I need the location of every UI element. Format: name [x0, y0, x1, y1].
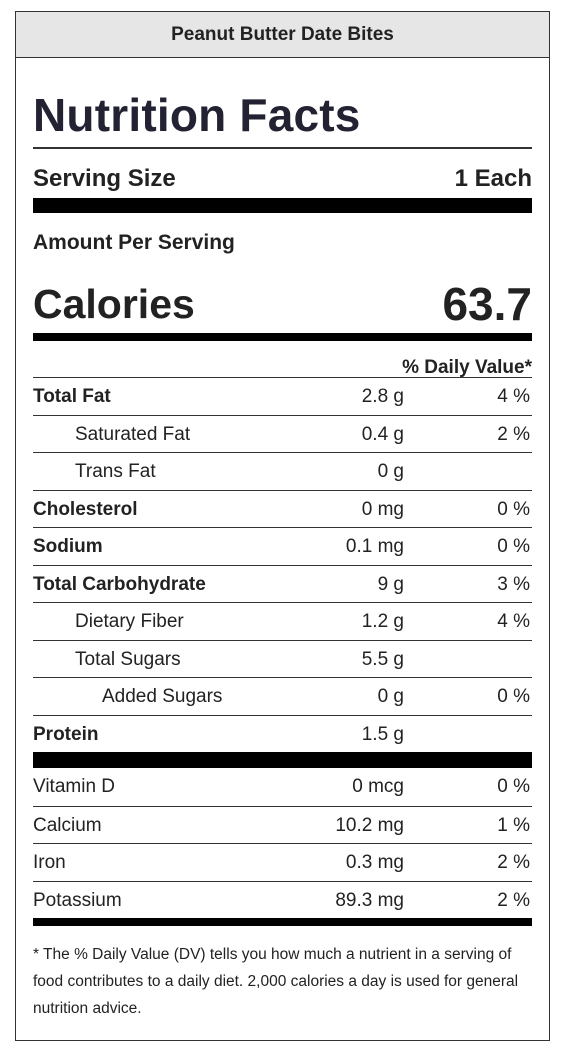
serving-size-row: Serving Size 1 Each [33, 158, 532, 200]
nutrient-daily-value: 4 % [497, 611, 530, 632]
nutrient-row: Cholesterol 0 mg 0 % [33, 489, 532, 528]
nutrient-amount: 0 mg [361, 498, 404, 520]
vitamin-amount: 89.3 mg [335, 889, 404, 911]
calories-value: 63.7 [442, 278, 532, 330]
nutrient-name: Added Sugars [102, 686, 223, 707]
medium-divider-calories [33, 333, 532, 341]
thick-divider-serving [33, 198, 532, 213]
nutrient-row: Sodium 0.1 mg 0 % [33, 527, 532, 565]
nutrient-name: Protein [33, 723, 99, 745]
vitamin-daily-value: 2 % [497, 852, 530, 873]
nutrient-amount: 1.5 g [361, 723, 404, 745]
nutrient-row: Added Sugars 0 g 0 % [33, 677, 532, 715]
nutrient-name: Trans Fat [75, 461, 156, 482]
nutrition-facts-title: Nutrition Facts [33, 89, 361, 141]
vitamin-row: Iron 0.3 mg 2 % [33, 843, 532, 881]
serving-size-value: 1 Each [454, 165, 532, 192]
nutrient-daily-value: 0 % [497, 536, 530, 557]
vitamin-daily-value: 2 % [497, 889, 530, 911]
vitamin-row: Potassium 89.3 mg 2 % [33, 880, 532, 919]
nutrient-daily-value: 0 % [497, 686, 530, 707]
vitamin-amount: 0.3 mg [345, 852, 404, 873]
vitamin-amount: 0 mcg [352, 776, 404, 797]
vitamin-name: Potassium [33, 889, 122, 911]
vitamin-daily-value: 1 % [497, 814, 530, 836]
nutrient-amount: 9 g [377, 573, 404, 595]
medium-divider-footnote [33, 918, 532, 926]
nutrient-row: Total Sugars 5.5 g [33, 639, 532, 678]
nutrient-row: Protein 1.5 g [33, 714, 532, 753]
vitamin-amount: 10.2 mg [335, 814, 404, 836]
nutrient-row: Total Carbohydrate 9 g 3 % [33, 564, 532, 603]
nutrient-amount: 0.1 mg [345, 536, 404, 557]
recipe-name-header: Peanut Butter Date Bites [16, 12, 549, 58]
amount-per-serving-label: Amount Per Serving [33, 231, 235, 254]
nutrient-daily-value: 3 % [497, 573, 530, 595]
vitamin-row: Vitamin D 0 mcg 0 % [33, 768, 532, 805]
nutrient-name: Total Fat [33, 386, 111, 407]
nutrient-name: Dietary Fiber [75, 611, 184, 632]
nutrient-amount: 0 g [377, 686, 404, 707]
nutrient-amount: 5.5 g [361, 648, 404, 670]
nutrient-name: Saturated Fat [75, 423, 191, 445]
calories-row: Calories 63.7 [33, 274, 532, 334]
nutrient-amount: 0.4 g [361, 423, 404, 445]
nutrient-name: Total Carbohydrate [33, 573, 206, 595]
vitamin-row: Calcium 10.2 mg 1 % [33, 805, 532, 844]
nutrient-daily-value: 4 % [497, 386, 530, 407]
nutrient-row: Total Fat 2.8 g 4 % [33, 377, 532, 415]
nutrient-name: Cholesterol [33, 498, 138, 520]
nutrient-daily-value: 2 % [497, 423, 530, 445]
nutrient-name: Sodium [33, 536, 103, 557]
nutrient-daily-value: 0 % [497, 498, 530, 520]
calories-label: Calories [33, 280, 195, 327]
nutrition-label-frame: Peanut Butter Date Bites Nutrition Facts… [15, 11, 550, 1041]
vitamin-name: Vitamin D [33, 776, 116, 797]
nutrient-amount: 2.8 g [361, 386, 404, 407]
daily-value-footnote: * The % Daily Value (DV) tells you how m… [33, 946, 519, 1017]
thick-divider-vitamins [33, 752, 532, 768]
vitamin-name: Iron [33, 852, 66, 873]
daily-value-header: % Daily Value* [402, 357, 532, 378]
vitamin-name: Calcium [33, 814, 102, 836]
nutrient-amount: 0 g [377, 461, 404, 482]
vitamin-daily-value: 0 % [497, 776, 530, 797]
nutrient-amount: 1.2 g [361, 611, 404, 632]
title-divider [33, 147, 532, 149]
nutrient-row: Saturated Fat 0.4 g 2 % [33, 414, 532, 453]
serving-size-label: Serving Size [33, 165, 176, 192]
nutrient-row: Dietary Fiber 1.2 g 4 % [33, 602, 532, 640]
nutrient-row: Trans Fat 0 g [33, 452, 532, 490]
nutrient-name: Total Sugars [75, 648, 181, 670]
